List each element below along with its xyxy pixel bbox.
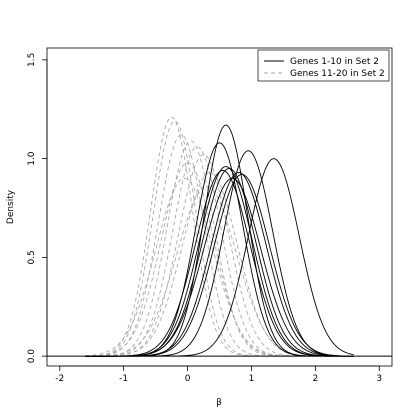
curves-group-genes-1-10 [85,124,354,357]
density-curve [85,124,354,357]
curves-group-genes-11-20 [85,116,354,357]
density-curve [85,177,354,357]
x-tick-label: -2 [55,374,64,384]
y-axis-title: Density [6,189,16,224]
density-curve [85,116,354,357]
density-curve [85,171,354,357]
legend-label-genes-1-10: Genes 1-10 in Set 2 [290,57,379,67]
legend-box [257,49,390,82]
density-curve [85,140,354,357]
x-tick-label: 3 [376,374,382,384]
y-axis: 0.0 0.5 1.0 1.5 [27,53,48,364]
y-tick-label: 0.0 [27,349,37,364]
density-curve [85,162,354,357]
plot-frame [46,47,393,367]
density-curve [85,120,354,357]
density-curve [85,150,354,357]
legend-label-genes-11-20: Genes 11-20 in Set 2 [290,69,385,79]
density-curve [85,146,354,357]
legend: Genes 1-10 in Set 2 Genes 11-20 in Set 2 [257,49,390,82]
density-curve [85,142,354,357]
x-axis-title: β [216,398,222,408]
y-tick-label: 1.0 [27,151,37,166]
x-axis: -2 -1 0 1 2 3 [55,365,382,384]
x-tick-label: 0 [185,374,191,384]
density-curve [85,134,354,357]
x-tick-label: -1 [119,374,128,384]
y-tick-label: 1.5 [27,53,37,67]
x-tick-label: 1 [249,374,255,384]
x-tick-label: 2 [312,374,318,384]
y-tick-label: 0.5 [27,250,37,264]
